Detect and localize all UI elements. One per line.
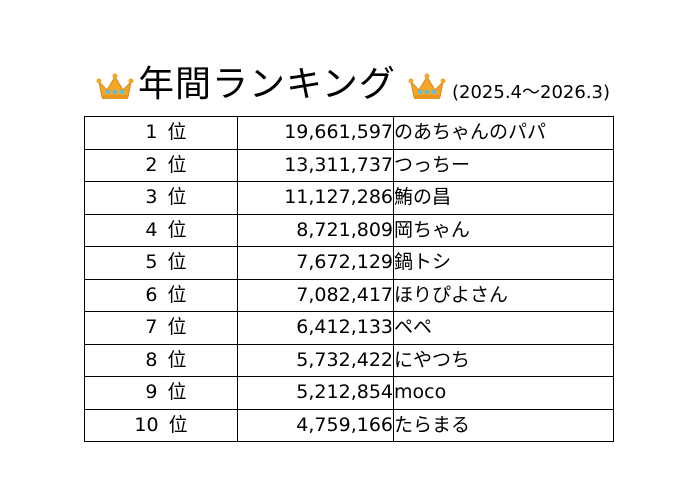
- table-row: 10 位 4,759,166 たらまる: [84, 408, 614, 442]
- score-cell: 7,672,129: [237, 246, 394, 280]
- score-cell: 8,721,809: [237, 213, 394, 247]
- rank-cell: 10 位: [84, 408, 238, 442]
- score-cell: 19,661,597: [237, 116, 394, 150]
- rank-unit: 位: [167, 218, 187, 241]
- rank-unit: 位: [168, 413, 188, 436]
- score-cell: 4,759,166: [237, 408, 394, 442]
- name-cell: 鍋トシ: [393, 246, 614, 280]
- rank-unit: 位: [167, 121, 187, 144]
- rank-unit: 位: [167, 348, 187, 371]
- name-cell: ペペ: [393, 311, 614, 345]
- rank-number: 9: [145, 381, 158, 404]
- name-cell: のあちゃんのパパ: [393, 116, 614, 150]
- name-cell: たらまる: [393, 408, 614, 442]
- score-cell: 7,082,417: [237, 278, 394, 312]
- crown-icon: [408, 73, 446, 99]
- rank-unit: 位: [167, 316, 187, 339]
- rank-number: 6: [145, 283, 158, 306]
- rank-number: 3: [145, 186, 158, 209]
- rank-number: 4: [145, 218, 158, 241]
- rank-unit: 位: [167, 381, 187, 404]
- score-cell: 13,311,737: [237, 148, 394, 182]
- rank-number: 1: [145, 121, 158, 144]
- rank-unit: 位: [167, 283, 187, 306]
- score-cell: 5,212,854: [237, 376, 394, 410]
- rank-number: 10: [134, 413, 159, 436]
- name-cell: 岡ちゃん: [393, 213, 614, 247]
- name-cell: つっちー: [393, 148, 614, 182]
- rank-unit: 位: [167, 251, 187, 274]
- page-title: 年間ランキング: [138, 64, 396, 105]
- score-cell: 11,127,286: [237, 181, 394, 215]
- ranking-period: (2025.4〜2026.3): [452, 82, 611, 103]
- rank-number: 2: [145, 153, 158, 176]
- name-cell: 鮪の昌: [393, 181, 614, 215]
- rank-number: 8: [145, 348, 158, 371]
- score-cell: 5,732,422: [237, 343, 394, 377]
- ranking-header: 年間ランキング (2025.4〜2026.3): [0, 58, 700, 118]
- name-cell: ほりぴよさん: [393, 278, 614, 312]
- score-cell: 6,412,133: [237, 311, 394, 345]
- rank-number: 7: [145, 316, 158, 339]
- rank-number: 5: [145, 251, 158, 274]
- crown-icon: [96, 73, 134, 99]
- rank-unit: 位: [167, 153, 187, 176]
- rank-unit: 位: [167, 186, 187, 209]
- name-cell: moco: [393, 376, 614, 410]
- name-cell: にやつち: [393, 343, 614, 377]
